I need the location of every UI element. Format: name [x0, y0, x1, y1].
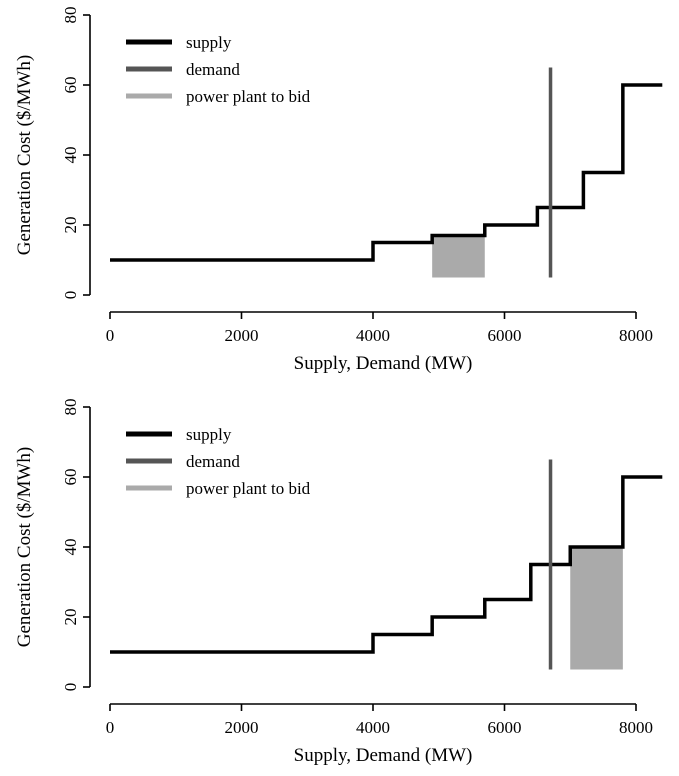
x-tick-label: 6000 [488, 718, 522, 737]
legend: supply demand power plant to bid [126, 33, 311, 106]
y-tick-label: 60 [61, 77, 80, 94]
y-tick-label: 20 [61, 217, 80, 234]
x-tick-label: 0 [106, 718, 115, 737]
y-axis-title: Generation Cost ($/MWh) [14, 447, 35, 648]
supply-line [110, 85, 662, 260]
x-tick-label: 8000 [619, 326, 653, 345]
x-tick-label: 8000 [619, 718, 653, 737]
y-tick-label: 20 [61, 609, 80, 626]
chart-panel-1: 0 20 40 60 80 0 2000 4000 6000 8000 Supply, Demand… [14, 7, 662, 375]
x-tick-label: 2000 [225, 718, 259, 737]
x-axis-title: Supply, Demand (MW) [294, 745, 473, 766]
legend-label: supply [186, 33, 232, 52]
legend: supply demand power plant to bid [126, 425, 311, 498]
y-tick-label: 40 [61, 539, 80, 556]
x-tick-label: 0 [106, 326, 115, 345]
x-tick-label: 6000 [488, 326, 522, 345]
x-tick-label: 4000 [356, 326, 390, 345]
y-tick-label: 80 [61, 399, 80, 416]
legend-label: supply [186, 425, 232, 444]
chart-panel-2: 0 20 40 60 80 0 2000 4000 6000 8000 Supply, Demand… [14, 399, 662, 767]
y-tick-label: 40 [61, 147, 80, 164]
x-tick-label: 2000 [225, 326, 259, 345]
highlight-bar-power-plant [432, 236, 485, 278]
legend-label: demand [186, 452, 240, 471]
legend-label: power plant to bid [186, 479, 311, 498]
y-axis-title: Generation Cost ($/MWh) [14, 55, 35, 256]
legend-label: power plant to bid [186, 87, 311, 106]
y-tick-label: 60 [61, 469, 80, 486]
x-tick-label: 4000 [356, 718, 390, 737]
y-tick-label: 0 [61, 291, 80, 300]
y-tick-label: 0 [61, 683, 80, 692]
y-tick-label: 80 [61, 7, 80, 24]
highlight-bar-power-plant [570, 547, 623, 670]
x-axis-title: Supply, Demand (MW) [294, 353, 473, 374]
legend-label: demand [186, 60, 240, 79]
